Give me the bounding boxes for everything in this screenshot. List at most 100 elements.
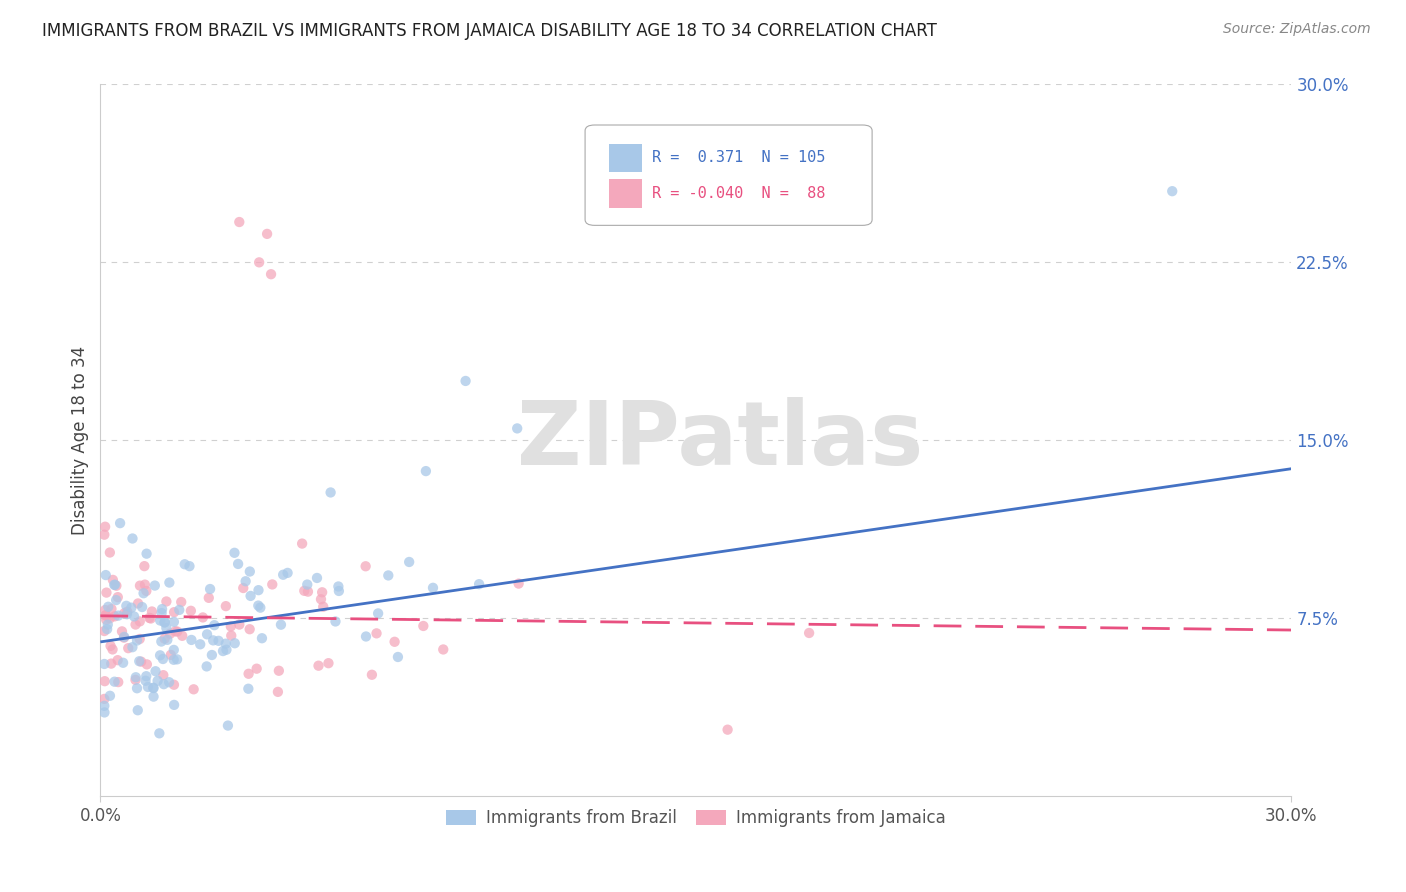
Point bbox=[94, 608, 117, 623]
Point bbox=[135, 673, 157, 688]
Point bbox=[115, 607, 138, 622]
Point bbox=[228, 215, 250, 229]
Point bbox=[179, 559, 201, 574]
Point bbox=[121, 640, 143, 655]
Point bbox=[117, 641, 139, 656]
Point bbox=[155, 594, 177, 608]
Point bbox=[128, 654, 150, 668]
Point bbox=[170, 595, 193, 609]
Point bbox=[297, 577, 319, 591]
Point bbox=[108, 516, 131, 530]
Point bbox=[398, 555, 420, 569]
Point bbox=[468, 577, 491, 591]
Point bbox=[112, 631, 135, 645]
Point bbox=[153, 615, 176, 630]
Text: R = -0.040  N =  88: R = -0.040 N = 88 bbox=[652, 186, 825, 201]
Point bbox=[354, 559, 377, 574]
Point bbox=[155, 621, 177, 635]
Point bbox=[142, 690, 165, 704]
Point bbox=[256, 227, 278, 241]
Point bbox=[183, 682, 205, 697]
Point bbox=[232, 581, 254, 595]
Point bbox=[105, 593, 128, 607]
Point bbox=[127, 597, 149, 611]
Point bbox=[422, 581, 444, 595]
Point bbox=[142, 681, 165, 695]
Point bbox=[143, 578, 166, 592]
Point bbox=[103, 674, 125, 689]
Point bbox=[107, 675, 129, 690]
Point bbox=[325, 615, 347, 629]
Point bbox=[202, 633, 225, 648]
Point bbox=[188, 637, 211, 651]
Point bbox=[291, 536, 314, 550]
Point bbox=[432, 642, 454, 657]
Point bbox=[173, 558, 195, 572]
Point bbox=[212, 644, 235, 658]
Point bbox=[152, 652, 174, 666]
Point bbox=[152, 668, 174, 682]
Point bbox=[107, 653, 129, 667]
Point bbox=[93, 706, 115, 720]
Point bbox=[217, 718, 239, 732]
Point bbox=[150, 606, 173, 620]
Point bbox=[93, 674, 115, 689]
Point bbox=[260, 267, 283, 281]
Point bbox=[139, 611, 162, 625]
Point bbox=[121, 532, 143, 546]
Point bbox=[246, 662, 269, 676]
Point bbox=[96, 585, 118, 599]
Point bbox=[100, 639, 122, 653]
Point bbox=[377, 568, 399, 582]
Point bbox=[148, 726, 170, 740]
Point bbox=[112, 606, 135, 620]
Point bbox=[117, 605, 139, 619]
Point bbox=[195, 659, 218, 673]
Point bbox=[180, 632, 202, 647]
Point bbox=[163, 615, 186, 629]
Point bbox=[277, 566, 299, 580]
Text: Source: ZipAtlas.com: Source: ZipAtlas.com bbox=[1223, 22, 1371, 37]
Point bbox=[157, 675, 180, 690]
Point bbox=[150, 634, 173, 648]
Point bbox=[328, 579, 350, 593]
Point bbox=[226, 557, 249, 571]
Point bbox=[271, 567, 294, 582]
Point bbox=[1161, 184, 1184, 198]
Point bbox=[297, 584, 319, 599]
Point bbox=[247, 599, 270, 613]
Text: ZIPatlas: ZIPatlas bbox=[516, 397, 922, 483]
Point bbox=[100, 602, 122, 616]
Point bbox=[305, 571, 328, 585]
Point bbox=[136, 680, 159, 694]
Point bbox=[247, 583, 270, 598]
Point bbox=[163, 698, 186, 712]
Point bbox=[107, 608, 129, 623]
Point bbox=[367, 607, 389, 621]
Point bbox=[134, 559, 156, 574]
Point bbox=[125, 633, 148, 648]
Point bbox=[716, 723, 738, 737]
Point bbox=[98, 545, 121, 559]
Text: R =  0.371  N = 105: R = 0.371 N = 105 bbox=[652, 150, 825, 165]
Point bbox=[319, 485, 342, 500]
Point bbox=[163, 678, 186, 692]
Point bbox=[312, 599, 335, 614]
Point bbox=[98, 689, 121, 703]
Point bbox=[127, 703, 149, 717]
Point bbox=[103, 578, 125, 592]
Point bbox=[138, 611, 160, 625]
Point bbox=[180, 604, 202, 618]
Point bbox=[249, 600, 271, 615]
Point bbox=[454, 374, 477, 388]
Point bbox=[270, 617, 292, 632]
Point bbox=[262, 577, 284, 591]
Point bbox=[508, 576, 530, 591]
Point bbox=[163, 653, 186, 667]
Point bbox=[111, 624, 134, 639]
Point bbox=[94, 568, 117, 582]
Point bbox=[166, 652, 188, 666]
Point bbox=[506, 421, 529, 435]
Point bbox=[228, 617, 250, 632]
Point bbox=[100, 657, 122, 671]
